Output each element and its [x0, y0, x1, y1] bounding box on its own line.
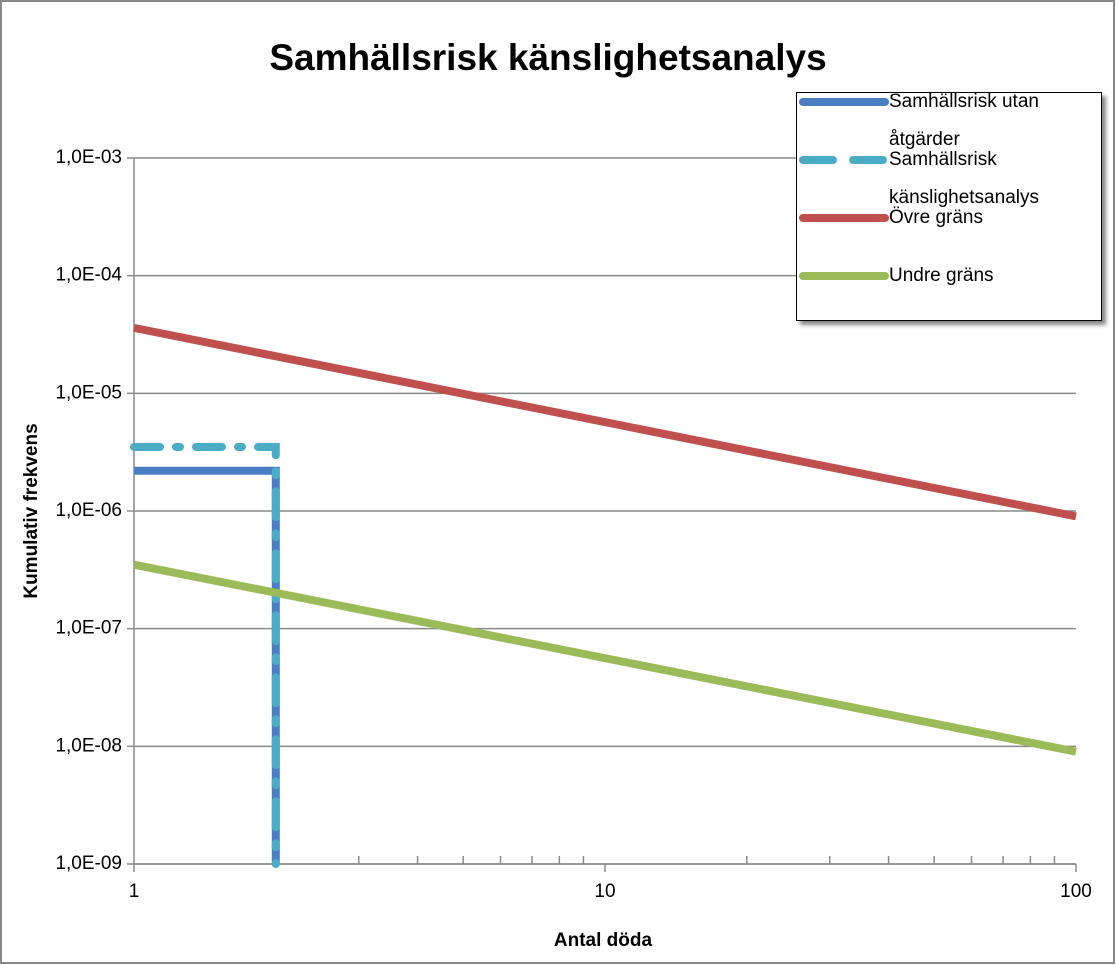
legend-entry: Undre gräns [797, 257, 1097, 315]
x-tick-label: 100 [1060, 881, 1092, 902]
legend-label: Samhällsrisk utan åtgärder [889, 91, 1039, 150]
x-tick-label: 1 [129, 881, 140, 902]
x-tick-label: 10 [594, 881, 615, 902]
legend-label: Samhällsrisk känslighetsanalys [889, 149, 1039, 208]
series-line [133, 560, 1077, 756]
legend-swatch [799, 272, 889, 280]
legend-swatch [799, 214, 889, 222]
y-tick-label: 1,0E-06 [55, 500, 122, 521]
y-tick-label: 1,0E-09 [55, 853, 122, 874]
y-tick-label: 1,0E-08 [55, 735, 122, 756]
y-axis-title: Kumulativ frekvens [21, 423, 42, 598]
legend-swatch [799, 98, 889, 106]
series-line [130, 442, 280, 868]
legend-entry: Övre gräns [797, 199, 1097, 257]
x-axis-title: Antal döda [554, 930, 653, 951]
legend-entry: Samhällsrisk utan åtgärder [797, 83, 1097, 150]
y-tick-label: 1,0E-04 [55, 265, 122, 286]
series-line [133, 323, 1077, 521]
legend-swatch [799, 156, 889, 164]
chart-title: Samhällsrisk känslighetsanalys [269, 37, 826, 78]
legend-label: Undre gräns [889, 265, 994, 286]
legend: Samhällsrisk utan åtgärder Samhällsrisk k… [796, 91, 1102, 321]
y-tick-label: 1,0E-03 [55, 147, 122, 168]
y-tick-label: 1,0E-05 [55, 382, 122, 403]
legend-label: Övre gräns [889, 207, 983, 228]
legend-entry: Samhällsrisk känslighetsanalys [797, 141, 1097, 208]
y-tick-label: 1,0E-07 [55, 618, 122, 639]
